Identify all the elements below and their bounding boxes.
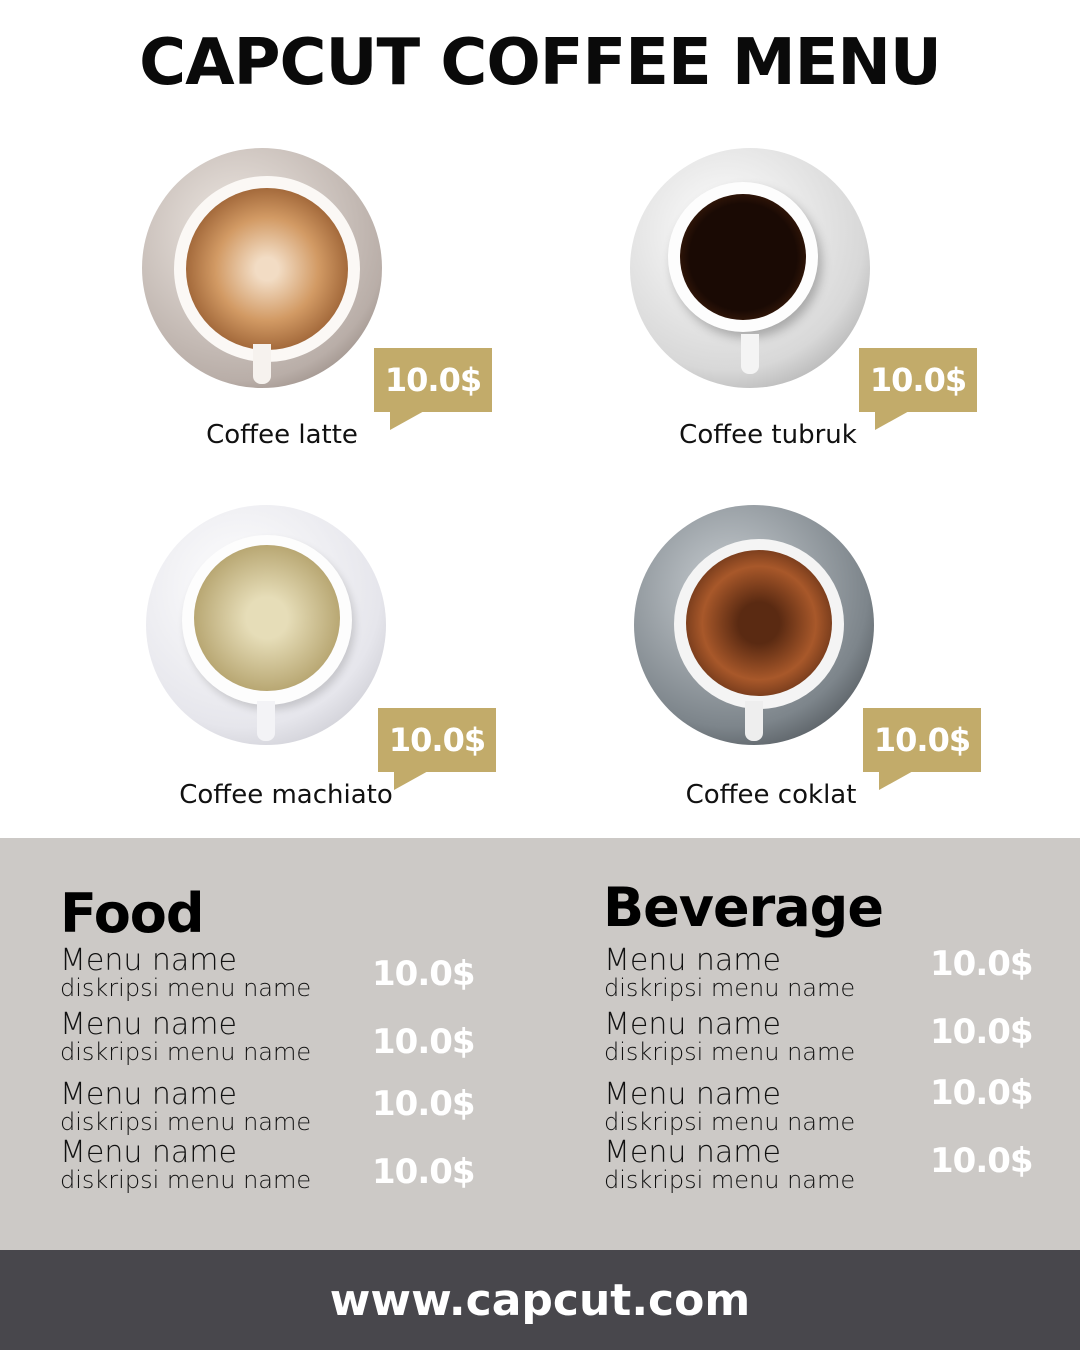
coffee-machiato-image [146, 505, 386, 745]
item-label: Coffee coklat [685, 780, 857, 810]
item-price: 10.0$ [930, 1012, 1034, 1052]
item-name: Menu name [604, 1077, 781, 1112]
coffee-latte-image [142, 148, 382, 388]
food-item: Menu name diskripsi menu name [60, 943, 312, 1002]
item-name: Menu name [604, 943, 781, 978]
food-item: Menu name diskripsi menu name [60, 1077, 312, 1136]
price-tag: 10.0$ [863, 708, 981, 790]
item-desc: diskripsi menu name [60, 1038, 312, 1066]
item-price: 10.0$ [930, 1141, 1034, 1181]
item-label: Coffee machiato [179, 780, 393, 810]
item-desc: diskripsi menu name [604, 1166, 856, 1194]
food-item: Menu name diskripsi menu name [60, 1007, 312, 1066]
item-price: 10.0$ [372, 1152, 476, 1192]
item-name: Menu name [60, 1077, 237, 1112]
item-desc: diskripsi menu name [60, 1166, 312, 1194]
beverage-item: Menu name diskripsi menu name [604, 943, 856, 1002]
beverage-item: Menu name diskripsi menu name [604, 1007, 856, 1066]
item-price: 10.0$ [372, 1022, 476, 1062]
beverage-item: Menu name diskripsi menu name [604, 1077, 856, 1136]
menu-panel [0, 838, 1080, 1250]
food-item: Menu name diskripsi menu name [60, 1135, 312, 1194]
beverage-item: Menu name diskripsi menu name [604, 1135, 856, 1194]
coffee-tubruk-image [630, 148, 870, 388]
beverage-heading: Beverage [603, 876, 884, 939]
page-title: CAPCUT COFFEE MENU [139, 26, 942, 100]
item-label: Coffee latte [206, 420, 358, 450]
item-desc: diskripsi menu name [60, 974, 312, 1002]
price-tag: 10.0$ [378, 708, 496, 790]
price-tag: 10.0$ [374, 348, 492, 430]
item-name: Menu name [60, 1135, 237, 1170]
food-heading: Food [60, 882, 205, 945]
coffee-coklat-image [634, 505, 874, 745]
item-name: Menu name [604, 1007, 781, 1042]
item-price: 10.0$ [930, 944, 1034, 984]
item-desc: diskripsi menu name [604, 974, 856, 1002]
item-label: Coffee tubruk [679, 420, 857, 450]
item-name: Menu name [604, 1135, 781, 1170]
item-name: Menu name [60, 1007, 237, 1042]
item-desc: diskripsi menu name [604, 1108, 856, 1136]
item-desc: diskripsi menu name [60, 1108, 312, 1136]
item-price: 10.0$ [372, 954, 476, 994]
item-name: Menu name [60, 943, 237, 978]
price-tag: 10.0$ [859, 348, 977, 430]
item-price: 10.0$ [372, 1084, 476, 1124]
item-desc: diskripsi menu name [604, 1038, 856, 1066]
item-price: 10.0$ [930, 1073, 1034, 1113]
footer-website: www.capcut.com [0, 1250, 1080, 1350]
